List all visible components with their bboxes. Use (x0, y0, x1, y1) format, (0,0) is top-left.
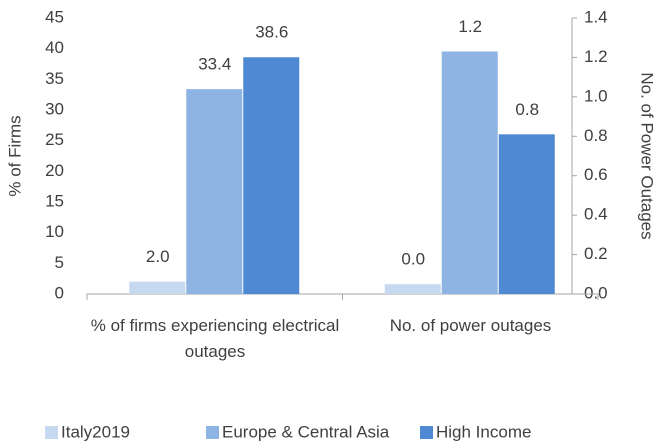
data-label: 0.8 (515, 100, 539, 119)
y2-tick-label: 1.4 (584, 7, 608, 26)
bar (129, 281, 186, 294)
data-label: 33.4 (198, 55, 231, 74)
y2-axis-label: No. of Power Outages (638, 72, 657, 239)
bar (441, 51, 498, 295)
bar (384, 284, 441, 294)
y-tick-label: 40 (45, 38, 64, 57)
data-label: 0.0 (401, 250, 425, 269)
y-tick-label: 10 (45, 222, 64, 241)
legend-swatch (45, 426, 58, 439)
y-tick-label: 35 (45, 69, 64, 88)
y2-tick-label: 1.2 (584, 47, 608, 66)
y2-tick-label: 0.6 (584, 165, 608, 184)
legend-label: Italy2019 (61, 422, 130, 441)
y-tick-label: 5 (55, 253, 64, 272)
y-tick-label: 0 (55, 283, 64, 302)
y2-tick-label: 0.0 (584, 283, 608, 302)
bar (186, 89, 243, 294)
legend-label: High Income (436, 422, 531, 441)
y-tick-label: 45 (45, 7, 64, 26)
data-label: 1.2 (458, 17, 482, 36)
y-tick-label: 15 (45, 191, 64, 210)
bar (498, 134, 555, 294)
y-tick-label: 30 (45, 99, 64, 118)
y-tick-label: 20 (45, 161, 64, 180)
y-tick-label: 25 (45, 130, 64, 149)
x-tick-label: % of firms experiencing electrical outag… (90, 316, 340, 361)
y2-tick-label: 0.8 (584, 126, 608, 145)
legend-swatch (420, 426, 433, 439)
x-tick-label: No. of power outages (389, 316, 552, 335)
y2-tick-label: 0.4 (584, 205, 608, 224)
bar (243, 57, 300, 295)
data-label: 2.0 (146, 247, 170, 266)
data-label: 38.6 (255, 23, 288, 42)
y-axis-label: % of Firms (5, 115, 24, 196)
legend-label: Europe & Central Asia (222, 422, 390, 441)
y2-tick-label: 0.2 (584, 244, 608, 263)
y2-tick-label: 1.0 (584, 86, 608, 105)
legend-swatch (206, 426, 219, 439)
